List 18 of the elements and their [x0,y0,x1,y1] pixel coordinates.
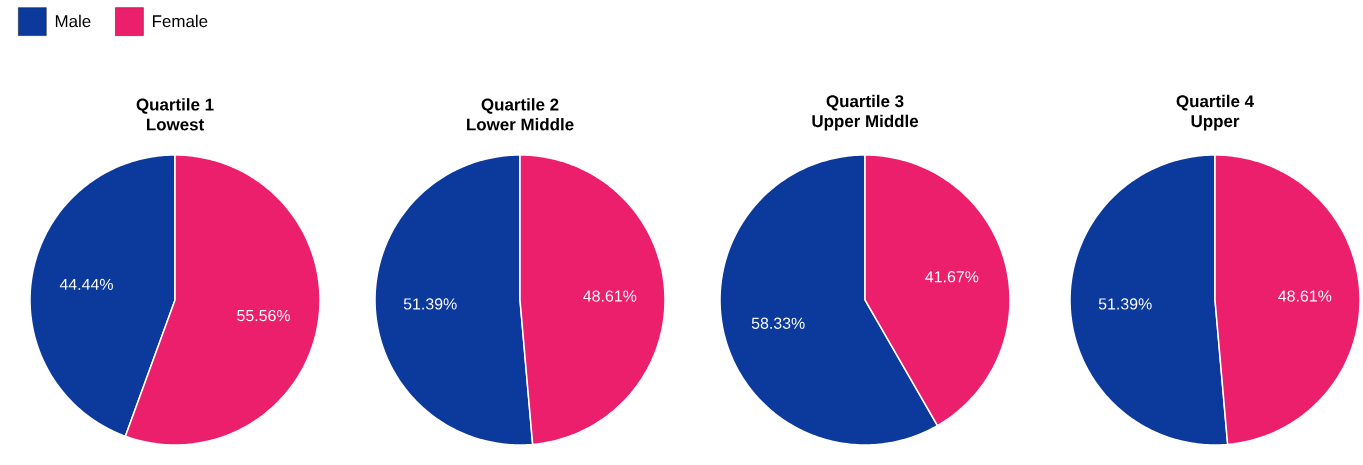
data-label: 48.61% [583,290,637,302]
chart-subtitle: Upper [1191,115,1240,131]
data-label: 48.61% [1278,290,1332,302]
data-label: 51.39% [403,298,457,310]
text: Lowest [146,118,204,131]
chart-title: Quartile 3 [826,94,904,111]
chart-subtitle: Lower Middle [467,118,574,131]
text: Quartile 1 [136,98,214,114]
data-label: 58.33% [751,317,805,329]
chart-subtitle: Upper Middle [812,114,919,131]
data-label: 55.56% [237,309,291,322]
data-label: 41.67% [925,271,979,283]
legend-label: Female [153,14,208,28]
data-label: 44.44% [59,278,113,290]
legend-label: Male [55,14,91,28]
chart-title: Quartile 2 [481,98,559,114]
chart-title: Quartile 4 [1176,94,1254,111]
data-label: 51.39% [1098,298,1152,310]
